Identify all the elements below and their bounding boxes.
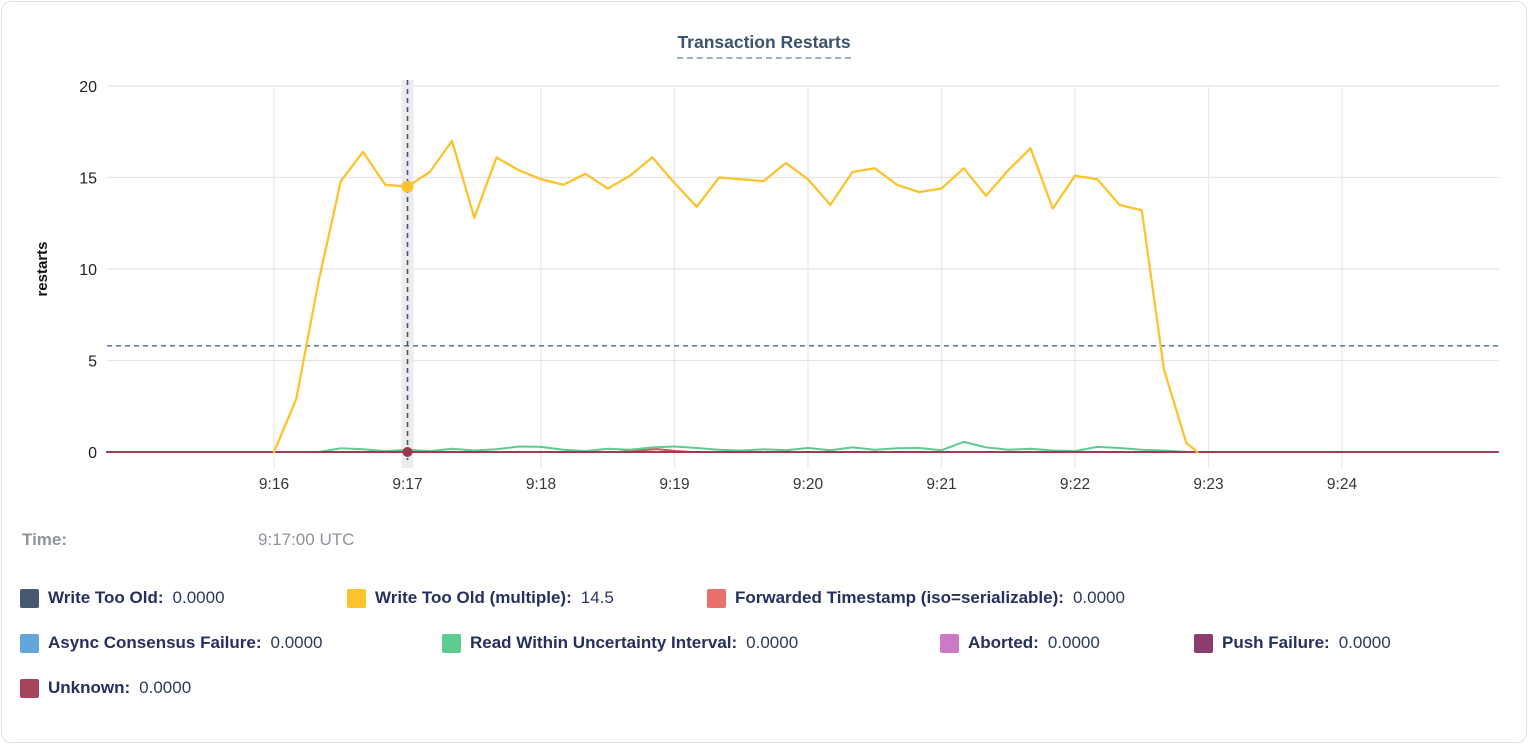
x-tick-label: 9:18 bbox=[526, 476, 556, 493]
legend-value: 0.0000 bbox=[139, 678, 192, 697]
x-tick-label: 9:16 bbox=[259, 476, 289, 493]
legend-value: 0.0000 bbox=[746, 633, 799, 652]
hover-time-row: Time: 9:17:00 UTC bbox=[22, 530, 1422, 550]
legend-item-aborted: Aborted: 0.0000 bbox=[940, 633, 1100, 653]
legend-label: Aborted: bbox=[968, 633, 1039, 652]
legend-swatch-forwarded-timestamp bbox=[707, 588, 726, 608]
legend-item-write-too-old: Write Too Old: 0.0000 bbox=[20, 588, 225, 608]
series-line-read-within-uncertainty-interval bbox=[317, 440, 1188, 453]
x-tick-label: 9:21 bbox=[926, 476, 956, 493]
transaction-restarts-chart[interactable]: 0 5 10 15 20 restarts 9:16 9:17 9:18 9:19 9:20 9:21… bbox=[2, 2, 1526, 512]
x-tick-label: 9:17 bbox=[392, 476, 422, 493]
legend-label: Read Within Uncertainty Interval: bbox=[470, 633, 738, 652]
x-tick-label: 9:24 bbox=[1327, 476, 1358, 493]
legend-item-async-consensus-failure: Async Consensus Failure: 0.0000 bbox=[20, 633, 323, 653]
x-tick-label: 9:23 bbox=[1193, 476, 1223, 493]
y-tick-label: 20 bbox=[79, 79, 97, 96]
legend-label: Async Consensus Failure: bbox=[48, 633, 262, 652]
legend-item-read-within-uncertainty-interval: Read Within Uncertainty Interval: 0.0000 bbox=[442, 633, 798, 653]
series-line-write-too-old-multiple bbox=[272, 139, 1199, 454]
y-axis-title: restarts bbox=[34, 241, 51, 296]
chart-title[interactable]: Transaction Restarts bbox=[677, 32, 851, 59]
y-tick-label: 15 bbox=[79, 171, 97, 188]
legend-swatch-aborted bbox=[940, 633, 959, 653]
x-tick-label: 9:20 bbox=[793, 476, 824, 493]
legend-value: 0.0000 bbox=[1047, 633, 1100, 652]
legend-value: 0.0000 bbox=[1338, 633, 1391, 652]
legend-label: Write Too Old (multiple): bbox=[375, 588, 572, 607]
legend-swatch-push-failure bbox=[1194, 633, 1213, 653]
y-tick-label: 0 bbox=[88, 445, 97, 462]
legend-label: Push Failure: bbox=[1222, 633, 1330, 652]
legend-label: Write Too Old: bbox=[48, 588, 164, 607]
legend-value: 0.0000 bbox=[1072, 588, 1125, 607]
x-tick-label: 9:22 bbox=[1060, 476, 1090, 493]
legend-row: Write Too Old: 0.0000 Write Too Old (multi… bbox=[2, 582, 1526, 627]
legend-row: Unknown: 0.0000 bbox=[2, 672, 1526, 717]
x-tick-label: 9:19 bbox=[659, 476, 689, 493]
legend-value: 14.5 bbox=[580, 588, 614, 607]
legend-swatch-write-too-old bbox=[20, 588, 39, 608]
legend-item-unknown: Unknown: 0.0000 bbox=[20, 678, 191, 698]
legend-swatch-write-too-old-multiple bbox=[347, 588, 366, 608]
hover-time-label: Time: bbox=[22, 530, 68, 549]
hover-dot bbox=[402, 447, 413, 457]
chart-title-wrap: Transaction Restarts bbox=[2, 32, 1526, 59]
legend-swatch-unknown bbox=[20, 678, 39, 698]
legend-value: 0.0000 bbox=[270, 633, 323, 652]
legend-swatch-read-within-uncertainty-interval bbox=[442, 633, 461, 653]
legend-swatch-async-consensus-failure bbox=[20, 633, 39, 653]
legend-row: Async Consensus Failure: 0.0000 Read Withi… bbox=[2, 627, 1526, 672]
legend-label: Forwarded Timestamp (iso=serializable): bbox=[735, 588, 1064, 607]
legend-item-push-failure: Push Failure: 0.0000 bbox=[1194, 633, 1391, 653]
legend-item-forwarded-timestamp: Forwarded Timestamp (iso=serializable): 0… bbox=[707, 588, 1125, 608]
legend-item-write-too-old-multiple: Write Too Old (multiple): 14.5 bbox=[347, 588, 614, 608]
chart-legend: Write Too Old: 0.0000 Write Too Old (multi… bbox=[2, 582, 1526, 717]
hover-dot bbox=[401, 180, 414, 193]
y-tick-label: 10 bbox=[79, 262, 97, 279]
y-tick-label: 5 bbox=[88, 354, 97, 371]
legend-value: 0.0000 bbox=[172, 588, 225, 607]
legend-label: Unknown: bbox=[48, 678, 131, 697]
hover-time-value: 9:17:00 UTC bbox=[258, 530, 355, 549]
